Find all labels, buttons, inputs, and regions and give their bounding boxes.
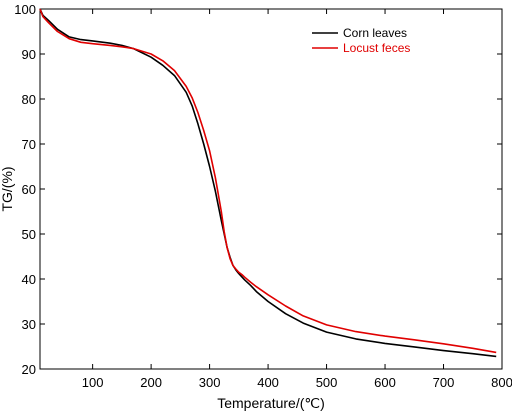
- x-tick-label: 400: [257, 375, 279, 390]
- x-tick-label: 800: [491, 375, 512, 390]
- series-layer: [39, 8, 497, 358]
- x-tick-label: 600: [374, 375, 396, 390]
- y-tick-label: 40: [22, 272, 36, 287]
- y-tick-label: 30: [22, 317, 36, 332]
- x-tick-label: 300: [199, 375, 221, 390]
- y-tick-label: 80: [22, 92, 36, 107]
- x-tick-label: 200: [140, 375, 162, 390]
- x-tick-label: 700: [433, 375, 455, 390]
- x-tick-label: 100: [82, 375, 104, 390]
- series-line-corn-leaves: [39, 8, 497, 358]
- plot-frame: [39, 8, 503, 370]
- y-tick-label: 60: [22, 182, 36, 197]
- y-tick-label: 100: [14, 2, 36, 17]
- y-tick-label: 50: [22, 227, 36, 242]
- y-tick-label: 20: [22, 362, 36, 377]
- x-axis-title: Temperature/(℃): [217, 395, 325, 411]
- y-axis: 20 30 40 50 60 70 80 90 100: [14, 2, 502, 377]
- legend-label-corn-leaves: Corn leaves: [343, 26, 407, 40]
- y-axis-title: TG/(%): [0, 166, 15, 211]
- x-tick-label: 500: [316, 375, 338, 390]
- y-tick-label: 90: [22, 47, 36, 62]
- x-axis: 100 200 300 400 500 600 700 800: [82, 9, 512, 390]
- y-tick-label: 70: [22, 137, 36, 152]
- series-line-locust-feces: [39, 8, 497, 354]
- legend-label-locust-feces: Locust feces: [343, 41, 410, 55]
- legend: Corn leaves Locust feces: [312, 26, 410, 55]
